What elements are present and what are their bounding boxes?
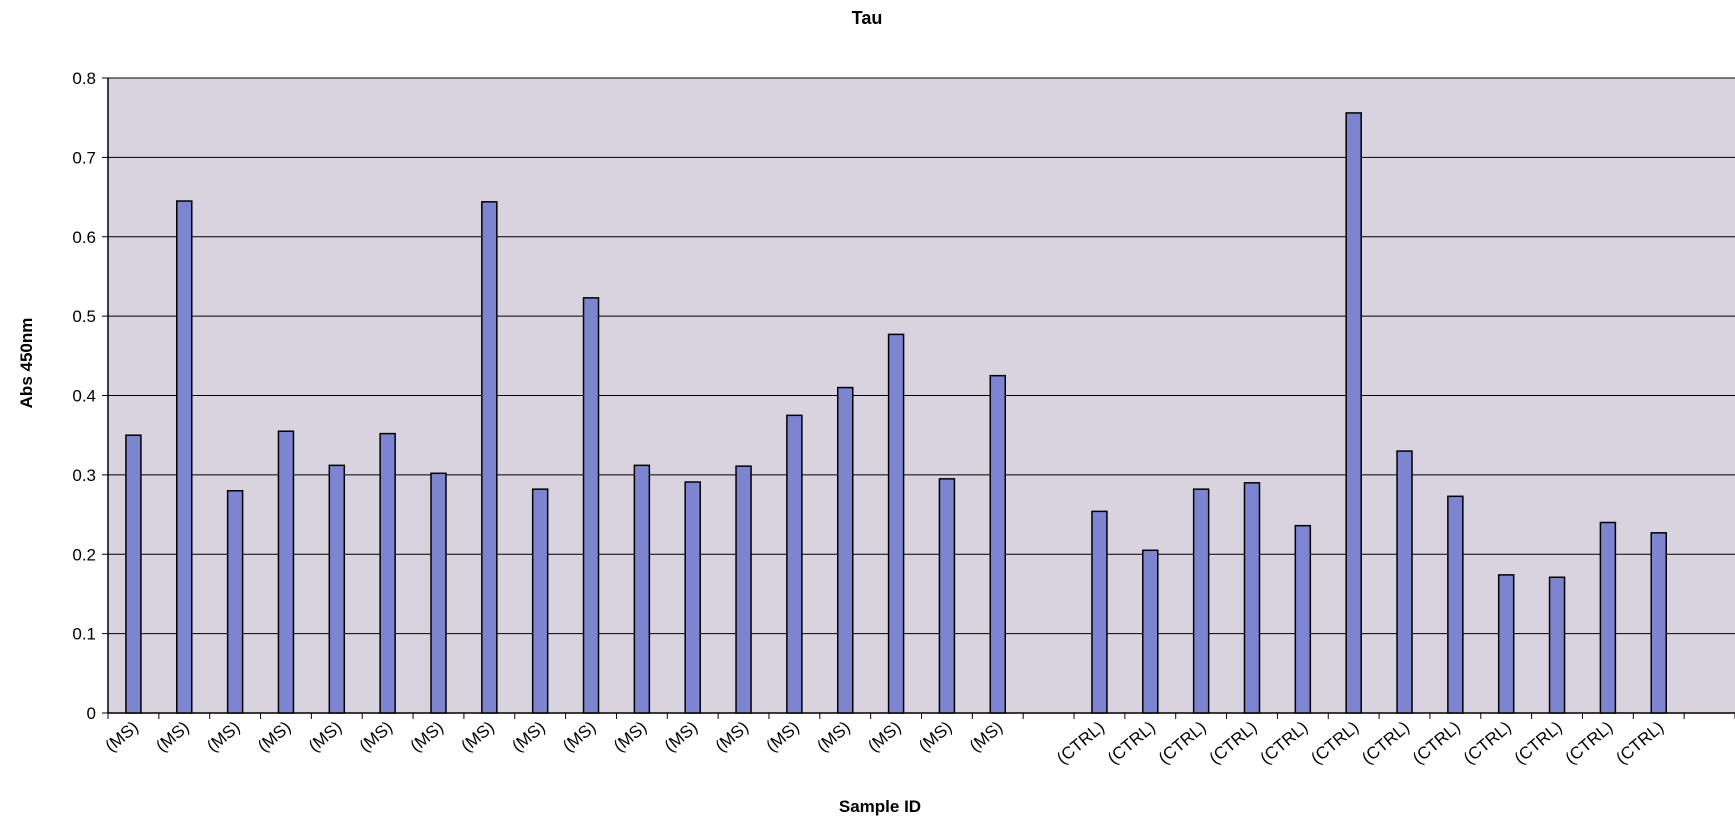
- x-tick-label: (MS): [813, 718, 853, 756]
- bar: [1599, 521, 1617, 714]
- x-tick-label: (CTRL): [1104, 718, 1159, 768]
- plot-area: [107, 77, 1735, 714]
- x-tick-label: (CTRL): [1409, 718, 1464, 768]
- x-axis-ticks: (MS) (MS) (MS) (MS) (MS) (MS) (MS) (MS) (MS) (MS)…: [102, 713, 1735, 768]
- bar: [938, 478, 956, 714]
- y-tick-label: 0.3: [72, 466, 96, 485]
- y-tick-label: 0.5: [72, 307, 96, 326]
- x-tick-label: (CTRL): [1562, 718, 1617, 768]
- x-tick-label: (MS): [102, 718, 142, 756]
- bar: [125, 434, 142, 714]
- x-tick-label: (MS): [610, 718, 650, 756]
- bar: [176, 200, 193, 714]
- x-tick-label: (MS): [966, 718, 1006, 756]
- bar: [633, 464, 651, 714]
- chart-title: Tau: [852, 8, 883, 28]
- x-tick-label: (MS): [203, 718, 243, 756]
- bar: [1091, 510, 1108, 714]
- x-tick-label: (CTRL): [1155, 718, 1210, 768]
- x-axis-label: Sample ID: [839, 797, 921, 816]
- bar: [1243, 482, 1261, 714]
- bar: [887, 333, 905, 714]
- x-tick-label: (MS): [356, 718, 396, 756]
- x-tick-label: (MS): [305, 718, 345, 756]
- bar: [684, 481, 701, 714]
- bar: [1548, 576, 1566, 714]
- x-tick-label: (MS): [915, 718, 955, 756]
- y-tick-label: 0.7: [72, 148, 96, 167]
- x-tick-label: (CTRL): [1612, 718, 1667, 768]
- x-tick-label: (CTRL): [1206, 718, 1261, 768]
- x-tick-label: (MS): [559, 718, 599, 756]
- x-tick-label: (MS): [763, 718, 803, 756]
- x-tick-label: (CTRL): [1460, 718, 1515, 768]
- bar: [1396, 450, 1413, 714]
- x-tick-label: (CTRL): [1053, 718, 1108, 768]
- x-tick-label: (CTRL): [1257, 718, 1312, 768]
- bar: [989, 374, 1007, 714]
- y-axis-ticks: 0 0.1 0.2 0.3 0.4 0.5 0.6 0.7 0.8: [72, 69, 108, 723]
- x-tick-label: (MS): [152, 718, 192, 756]
- y-tick-label: 0.8: [72, 69, 96, 88]
- y-tick-label: 0.4: [72, 387, 96, 406]
- bar: [836, 386, 854, 714]
- bar: [277, 430, 295, 714]
- bar: [1142, 549, 1159, 714]
- bars: [125, 112, 1667, 714]
- x-tick-label: (CTRL): [1307, 718, 1362, 768]
- bar: [481, 201, 498, 714]
- y-tick-label: 0: [87, 704, 96, 723]
- bar: [582, 297, 600, 714]
- y-tick-label: 0.2: [72, 545, 96, 564]
- x-tick-label: (MS): [457, 718, 497, 756]
- x-tick-label: (MS): [254, 718, 294, 756]
- bar: [328, 464, 346, 714]
- bar: [786, 414, 803, 714]
- bar: [1192, 488, 1210, 714]
- x-tick-label: (CTRL): [1511, 718, 1566, 768]
- bar: [735, 465, 752, 714]
- bar: [1294, 524, 1312, 714]
- x-tick-label: (MS): [661, 718, 701, 756]
- x-tick-label: (CTRL): [1358, 718, 1413, 768]
- bar: [1497, 574, 1515, 714]
- x-tick-label: (MS): [712, 718, 752, 756]
- y-tick-label: 0.1: [72, 625, 96, 644]
- x-tick-label: (MS): [407, 718, 447, 756]
- bar: [531, 488, 549, 714]
- bar: [1650, 532, 1667, 714]
- y-tick-label: 0.6: [72, 228, 96, 247]
- y-axis-label: Abs 450nm: [17, 318, 36, 409]
- bar: [226, 490, 244, 714]
- bar: [1447, 495, 1464, 714]
- bar: [379, 432, 396, 714]
- x-tick-label: (MS): [508, 718, 548, 756]
- bar: [1345, 112, 1362, 714]
- bar: [430, 472, 447, 714]
- x-tick-label: (MS): [864, 718, 904, 756]
